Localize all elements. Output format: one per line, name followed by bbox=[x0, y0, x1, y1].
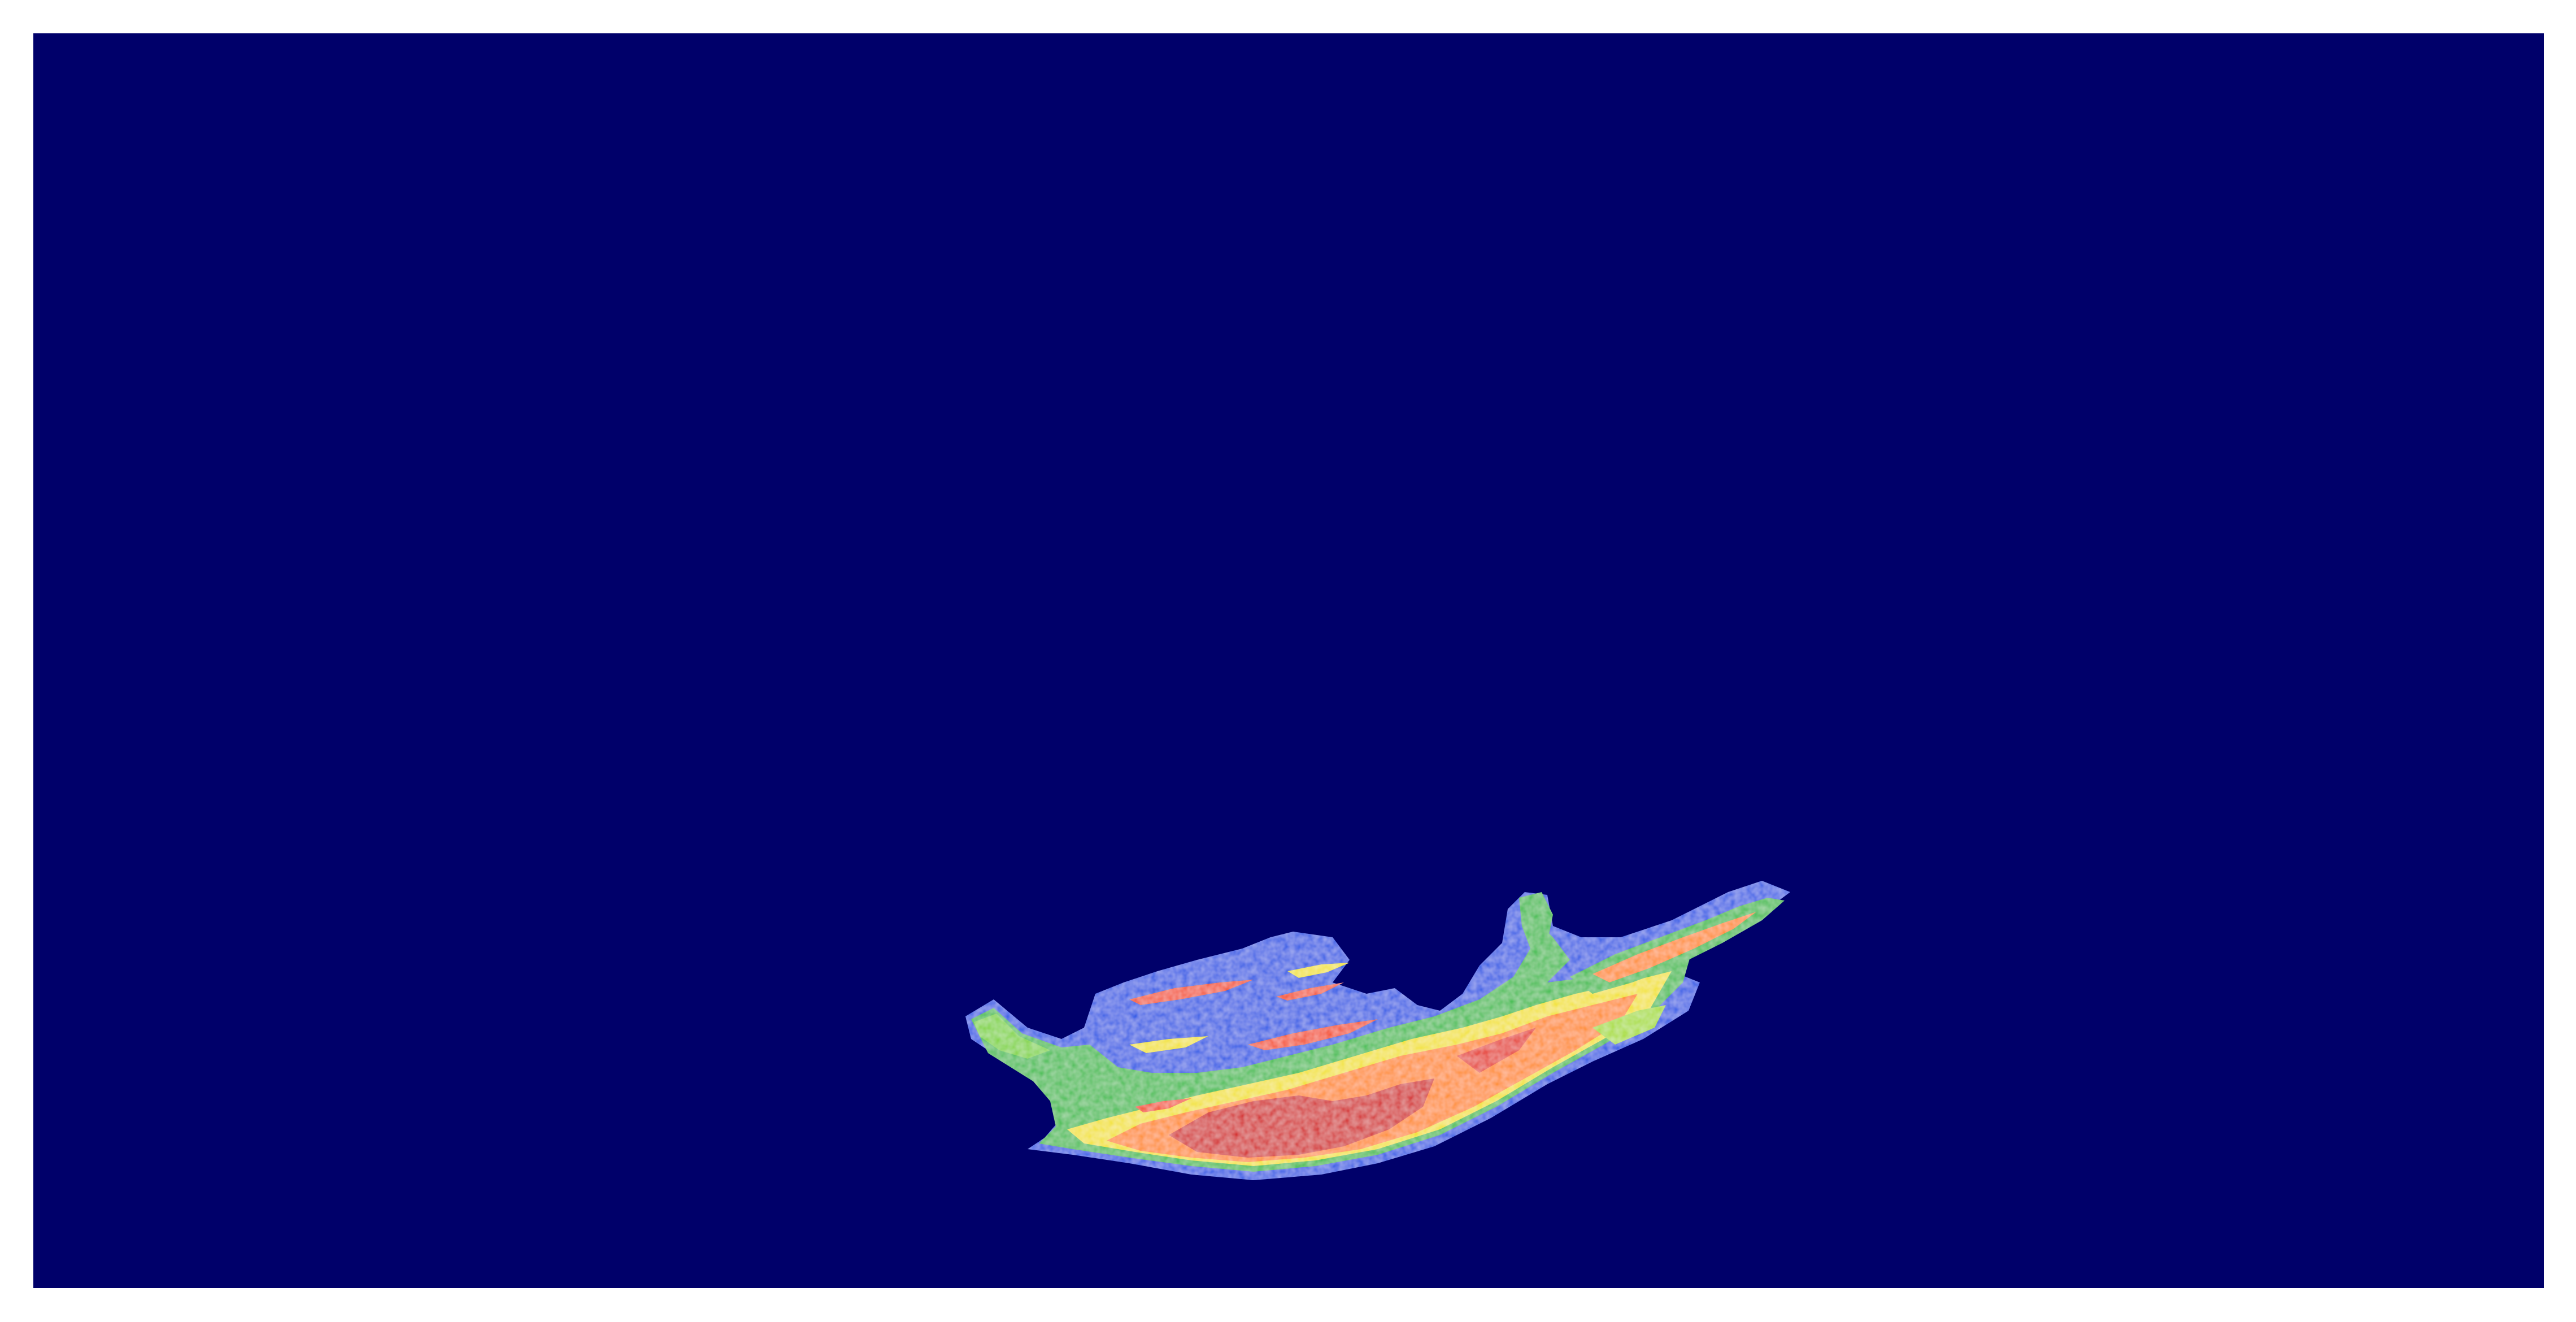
blob-upper-tab bbox=[1519, 892, 1553, 949]
blob-stripe-2 bbox=[1248, 1019, 1378, 1050]
heatmap-svg bbox=[33, 33, 2544, 1288]
blob-right-lobe bbox=[1592, 1005, 1666, 1045]
blob-stripe-3 bbox=[1129, 1036, 1208, 1053]
blob-stripe-1 bbox=[1129, 980, 1254, 1005]
blob-left-arm-green bbox=[974, 1014, 1050, 1059]
blob-stripe-6 bbox=[1135, 1098, 1191, 1112]
heatmap-image bbox=[33, 33, 2544, 1288]
blob-stripe-5 bbox=[1287, 963, 1350, 978]
blob-red-core-upper bbox=[1457, 1028, 1536, 1073]
blob-stripe-4 bbox=[1276, 982, 1344, 1001]
thermal-blob bbox=[965, 881, 1790, 1180]
blob-right-arm-inner bbox=[1592, 912, 1756, 982]
blob-red-core bbox=[1169, 1079, 1434, 1158]
